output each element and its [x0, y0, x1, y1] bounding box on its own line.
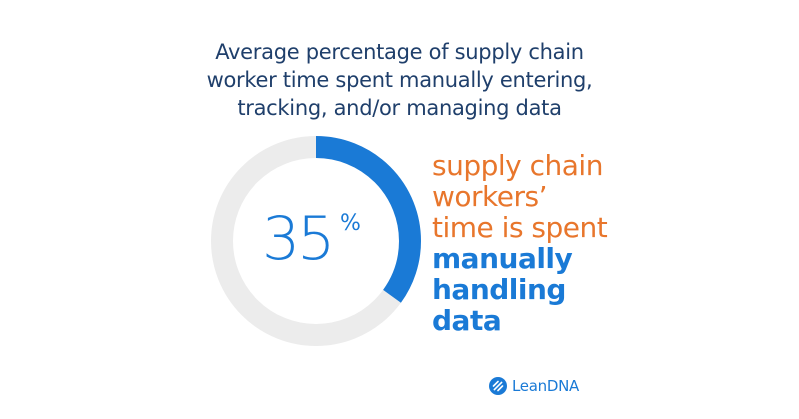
- chart-title: Average percentage of supply chain worke…: [0, 38, 799, 122]
- caption-line-emphasis: manually: [432, 242, 573, 275]
- title-line-2: worker time spent manually entering,: [206, 68, 593, 92]
- dna-helix-icon: [489, 377, 507, 395]
- caption-line: workers’: [432, 180, 548, 213]
- title-line-1: Average percentage of supply chain: [215, 40, 584, 64]
- stat-unit: %: [340, 211, 361, 236]
- title-line-3: tracking, and/or managing data: [237, 96, 562, 120]
- leandna-logo: LeanDNA: [489, 377, 579, 395]
- stat-caption: supply chain workers’ time is spent manu…: [432, 149, 608, 337]
- caption-line: supply chain: [432, 149, 603, 182]
- caption-line-emphasis: handling: [432, 273, 566, 306]
- donut-chart: [211, 136, 421, 346]
- caption-line-emphasis: data: [432, 304, 502, 337]
- stat-value: 35: [262, 204, 335, 274]
- donut-value-arc: [211, 136, 421, 346]
- logo-text: LeanDNA: [512, 377, 579, 395]
- caption-line: time is spent: [432, 211, 608, 244]
